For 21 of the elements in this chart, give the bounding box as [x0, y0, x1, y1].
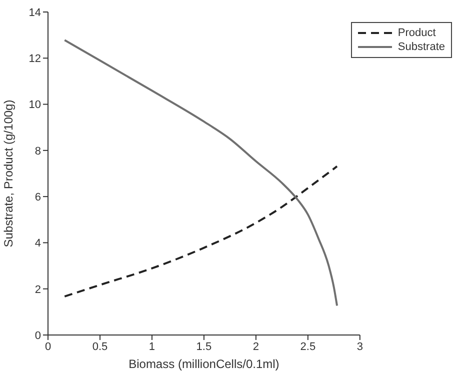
x-tick-label: 0.5	[92, 340, 108, 353]
y-axis-title: Substrate, Product (g/100g)	[1, 100, 16, 248]
y-tick-label: 4	[34, 238, 41, 250]
x-tick-label: 0	[44, 340, 52, 353]
x-axis-title: Biomass (millionCells/0.1ml)	[128, 357, 280, 371]
legend-label: Product	[398, 27, 436, 39]
y-tick-label: 14	[28, 6, 41, 19]
x-tick-label: 2.5	[300, 340, 316, 353]
x-tick-label: 1.5	[196, 340, 212, 353]
x-tick-label: 3	[356, 340, 363, 353]
x-tick-label: 1	[148, 340, 156, 353]
y-tick-label: 6	[34, 191, 41, 204]
legend-label: Substrate	[398, 41, 445, 53]
y-tick-label: 10	[28, 99, 41, 112]
y-tick-label: 2	[34, 284, 41, 296]
y-tick-label: 0	[34, 330, 41, 342]
line-series	[64, 165, 338, 298]
x-tick-label: 2	[252, 340, 259, 353]
y-tick-label: 8	[34, 145, 41, 158]
y-tick-label: 12	[28, 53, 41, 66]
line-series	[64, 39, 338, 307]
